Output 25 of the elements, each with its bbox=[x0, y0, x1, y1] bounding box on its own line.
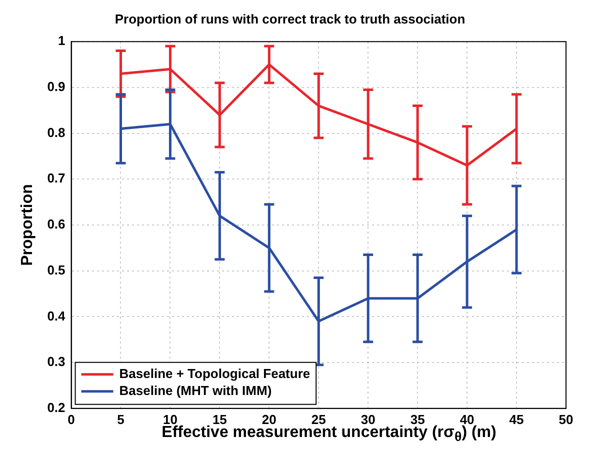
y-tick-label: 0.2 bbox=[47, 400, 66, 415]
x-axis-title: Effective measurement uncertainty (rσ$_{θ}$) (m) bbox=[162, 424, 496, 444]
y-tick-label: 0.9 bbox=[47, 79, 66, 94]
y-axis-title: Proportion bbox=[19, 184, 36, 266]
legend-label: Baseline (MHT with IMM) bbox=[119, 382, 272, 398]
x-tick-label: 0 bbox=[68, 412, 75, 427]
x-tick-label: 40 bbox=[460, 412, 474, 427]
y-tick-label: 0.6 bbox=[47, 216, 66, 232]
y-tick-label: 0.3 bbox=[47, 354, 66, 370]
x-tick-label: 15 bbox=[212, 412, 227, 427]
x-tick-label: 50 bbox=[558, 412, 574, 427]
x-tick-label: 5 bbox=[117, 412, 124, 427]
x-tick-label: 30 bbox=[360, 412, 376, 427]
legend-label: Baseline + Topological Feature bbox=[119, 366, 310, 381]
x-tick-label: 20 bbox=[262, 412, 276, 427]
x-tick-label: 45 bbox=[509, 412, 524, 427]
x-tick-label: 25 bbox=[311, 412, 326, 427]
y-tick-label: 0.7 bbox=[47, 170, 66, 186]
x-tick-label: 10 bbox=[162, 412, 178, 427]
y-tick-label: 0.5 bbox=[47, 262, 66, 278]
chart-title: Proportion of runs with correct track to truth association bbox=[114, 11, 466, 26]
x-tick-label: 35 bbox=[410, 412, 425, 427]
y-tick-label: 0.4 bbox=[47, 308, 66, 324]
y-tick-label: 0.8 bbox=[47, 124, 66, 140]
y-tick-label: 1 bbox=[58, 33, 66, 48]
